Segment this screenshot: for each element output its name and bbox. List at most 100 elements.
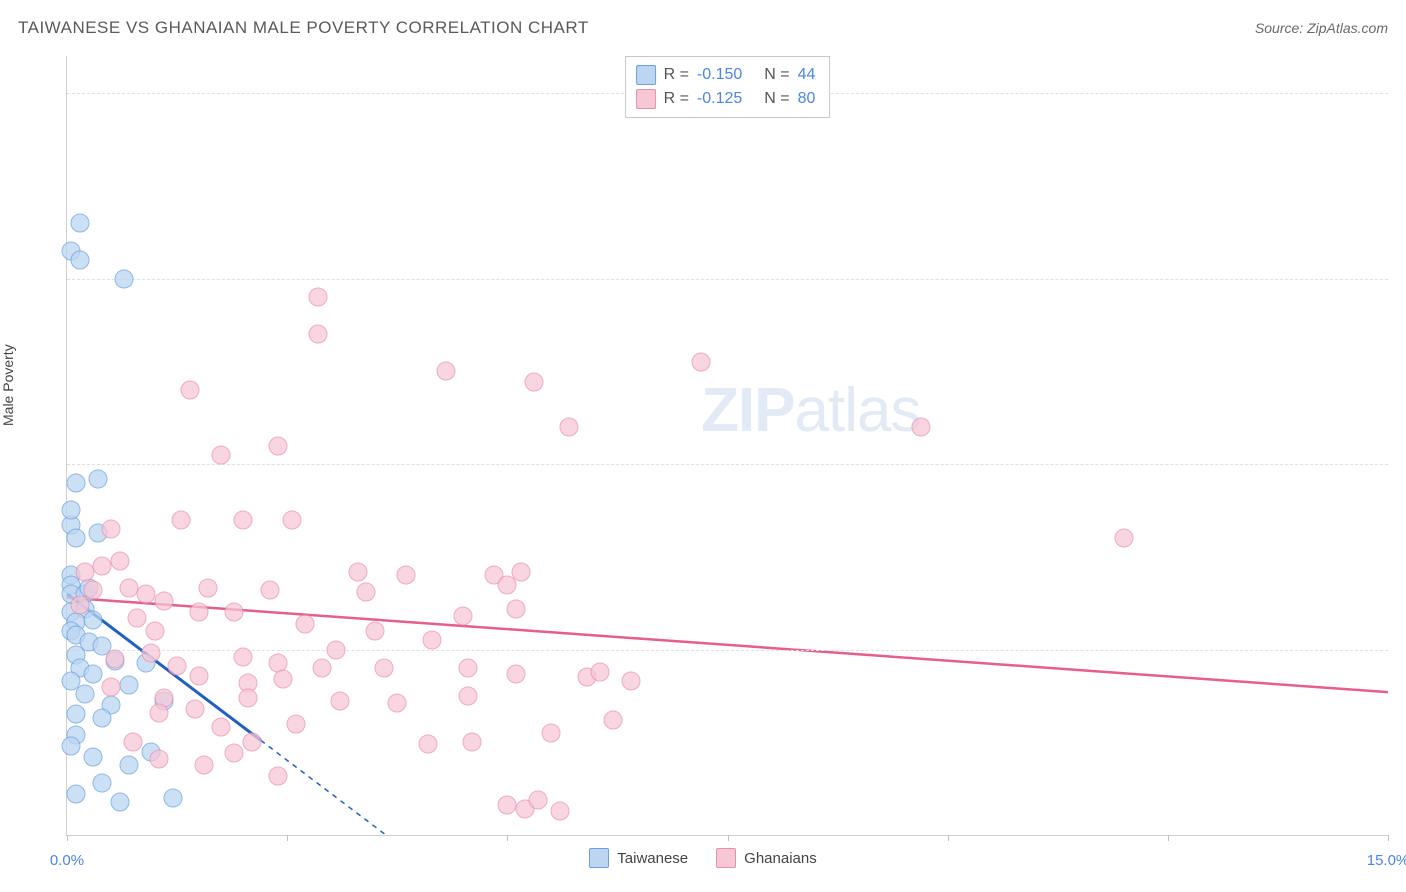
- data-point: [269, 436, 288, 455]
- data-point: [357, 583, 376, 602]
- data-point: [71, 251, 90, 270]
- data-point: [238, 688, 257, 707]
- data-point: [62, 736, 81, 755]
- watermark: ZIPatlas: [701, 375, 920, 446]
- data-point: [225, 603, 244, 622]
- data-point: [84, 610, 103, 629]
- data-point: [84, 581, 103, 600]
- data-point: [110, 792, 129, 811]
- data-point: [172, 510, 191, 529]
- x-tick-mark: [1388, 835, 1389, 841]
- data-point: [62, 501, 81, 520]
- data-point: [84, 664, 103, 683]
- x-tick-mark: [728, 835, 729, 841]
- stat-n-label: N =: [764, 63, 789, 87]
- data-point: [115, 269, 134, 288]
- legend-swatch: [636, 65, 656, 85]
- y-axis-label: Male Poverty: [0, 344, 16, 426]
- data-point: [66, 785, 85, 804]
- data-point: [529, 790, 548, 809]
- data-point: [75, 562, 94, 581]
- plot-container: Male Poverty ZIPatlas R =-0.150N =44R =-…: [18, 52, 1388, 874]
- y-tick-label: 30.0%: [1394, 270, 1406, 287]
- data-point: [458, 686, 477, 705]
- data-point: [286, 714, 305, 733]
- data-point: [604, 711, 623, 730]
- data-point: [102, 519, 121, 538]
- chart-header: TAIWANESE VS GHANAIAN MALE POVERTY CORRE…: [18, 18, 1388, 38]
- data-point: [71, 596, 90, 615]
- data-point: [102, 677, 121, 696]
- data-point: [212, 718, 231, 737]
- data-point: [436, 362, 455, 381]
- data-point: [507, 599, 526, 618]
- regression-lines: [67, 56, 1388, 835]
- data-point: [308, 288, 327, 307]
- data-point: [375, 659, 394, 678]
- data-point: [225, 744, 244, 763]
- data-point: [198, 579, 217, 598]
- legend-series: TaiwaneseGhanaians: [18, 848, 1388, 868]
- data-point: [234, 647, 253, 666]
- x-tick-mark: [948, 835, 949, 841]
- x-tick-mark: [67, 835, 68, 841]
- data-point: [181, 380, 200, 399]
- data-point: [458, 659, 477, 678]
- data-point: [75, 685, 94, 704]
- data-point: [269, 766, 288, 785]
- chart-source: Source: ZipAtlas.com: [1255, 20, 1388, 36]
- data-point: [128, 609, 147, 628]
- stat-n-label: N =: [764, 87, 789, 111]
- legend-stat-row: R =-0.125N =80: [636, 87, 816, 111]
- data-point: [93, 774, 112, 793]
- x-tick-mark: [507, 835, 508, 841]
- data-point: [273, 670, 292, 689]
- data-point: [912, 417, 931, 436]
- data-point: [331, 692, 350, 711]
- data-point: [295, 614, 314, 633]
- stat-n-value: 80: [798, 87, 816, 111]
- stat-n-value: 44: [798, 63, 816, 87]
- data-point: [71, 213, 90, 232]
- data-point: [242, 733, 261, 752]
- data-point: [190, 603, 209, 622]
- data-point: [84, 748, 103, 767]
- legend-swatch: [716, 848, 736, 868]
- legend-stats: R =-0.150N =44R =-0.125N =80: [625, 56, 831, 118]
- stat-r-value: -0.125: [697, 87, 742, 111]
- y-tick-label: 10.0%: [1394, 641, 1406, 658]
- data-point: [511, 562, 530, 581]
- data-point: [185, 699, 204, 718]
- data-point: [348, 562, 367, 581]
- data-point: [190, 666, 209, 685]
- legend-label: Taiwanese: [617, 850, 688, 867]
- legend-item: Taiwanese: [589, 848, 688, 868]
- data-point: [119, 579, 138, 598]
- gridline: [67, 464, 1388, 465]
- data-point: [366, 621, 385, 640]
- chart-title: TAIWANESE VS GHANAIAN MALE POVERTY CORRE…: [18, 18, 589, 38]
- data-point: [692, 353, 711, 372]
- data-point: [1114, 529, 1133, 548]
- legend-swatch: [589, 848, 609, 868]
- data-point: [260, 581, 279, 600]
- x-tick-mark: [1168, 835, 1169, 841]
- data-point: [326, 640, 345, 659]
- data-point: [137, 584, 156, 603]
- y-tick-label: 20.0%: [1394, 456, 1406, 473]
- data-point: [168, 657, 187, 676]
- data-point: [423, 631, 442, 650]
- data-point: [141, 644, 160, 663]
- data-point: [498, 796, 517, 815]
- data-point: [621, 672, 640, 691]
- gridline: [67, 650, 1388, 651]
- y-tick-label: 40.0%: [1394, 85, 1406, 102]
- data-point: [150, 749, 169, 768]
- data-point: [507, 664, 526, 683]
- x-tick-mark: [287, 835, 288, 841]
- stat-r-label: R =: [664, 63, 689, 87]
- data-point: [282, 510, 301, 529]
- scatter-plot: ZIPatlas R =-0.150N =44R =-0.125N =80 10…: [66, 56, 1388, 836]
- data-point: [397, 566, 416, 585]
- data-point: [66, 473, 85, 492]
